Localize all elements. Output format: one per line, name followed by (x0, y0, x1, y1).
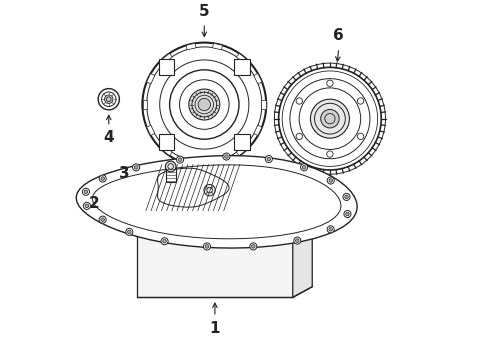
Circle shape (294, 237, 301, 244)
Polygon shape (93, 165, 341, 239)
Polygon shape (213, 159, 222, 166)
Polygon shape (162, 53, 172, 63)
Polygon shape (162, 146, 172, 156)
Circle shape (189, 89, 220, 120)
Circle shape (329, 179, 333, 182)
FancyBboxPatch shape (234, 134, 250, 150)
Polygon shape (254, 125, 262, 135)
Circle shape (82, 188, 90, 195)
Polygon shape (147, 73, 155, 84)
Circle shape (133, 164, 140, 171)
Circle shape (345, 212, 349, 216)
FancyBboxPatch shape (234, 59, 250, 75)
Circle shape (311, 99, 349, 138)
Circle shape (161, 238, 168, 245)
Circle shape (302, 166, 306, 169)
Circle shape (343, 193, 350, 201)
Circle shape (163, 239, 166, 243)
Circle shape (99, 216, 106, 223)
Polygon shape (186, 159, 196, 166)
Circle shape (295, 239, 299, 242)
Circle shape (344, 211, 351, 217)
Circle shape (126, 228, 133, 235)
Circle shape (134, 166, 138, 169)
Text: 1: 1 (210, 321, 220, 337)
Circle shape (83, 202, 91, 210)
FancyBboxPatch shape (166, 168, 175, 183)
Polygon shape (186, 43, 196, 50)
Circle shape (251, 245, 255, 248)
Polygon shape (137, 223, 312, 234)
Circle shape (203, 243, 211, 250)
Polygon shape (213, 43, 222, 50)
Polygon shape (147, 125, 155, 135)
Circle shape (101, 177, 104, 180)
Text: 2: 2 (89, 196, 100, 211)
Circle shape (224, 155, 228, 158)
Polygon shape (76, 156, 357, 248)
Circle shape (320, 109, 339, 128)
Circle shape (267, 157, 270, 161)
Polygon shape (293, 223, 312, 297)
Circle shape (250, 243, 257, 250)
Circle shape (127, 230, 131, 234)
Circle shape (345, 195, 348, 199)
Circle shape (204, 184, 215, 196)
Polygon shape (262, 100, 266, 109)
Polygon shape (236, 53, 246, 63)
Circle shape (101, 218, 104, 221)
Circle shape (178, 158, 182, 161)
Circle shape (166, 161, 176, 172)
Circle shape (85, 204, 89, 208)
Circle shape (205, 245, 209, 248)
Polygon shape (158, 168, 229, 207)
Circle shape (198, 98, 211, 111)
Polygon shape (236, 146, 246, 156)
Polygon shape (137, 234, 293, 297)
Text: 3: 3 (119, 166, 129, 181)
Polygon shape (254, 73, 262, 84)
Circle shape (223, 153, 230, 160)
Circle shape (104, 95, 113, 103)
Circle shape (327, 226, 334, 233)
Polygon shape (143, 100, 147, 109)
Text: 5: 5 (199, 4, 210, 18)
Text: 4: 4 (103, 130, 114, 145)
Circle shape (329, 228, 332, 231)
Circle shape (176, 156, 184, 163)
FancyBboxPatch shape (159, 59, 174, 75)
Circle shape (300, 164, 308, 171)
Circle shape (327, 177, 334, 184)
Circle shape (84, 190, 88, 194)
Circle shape (265, 156, 272, 163)
Circle shape (99, 175, 106, 182)
FancyBboxPatch shape (159, 134, 174, 150)
Text: 6: 6 (333, 28, 344, 43)
